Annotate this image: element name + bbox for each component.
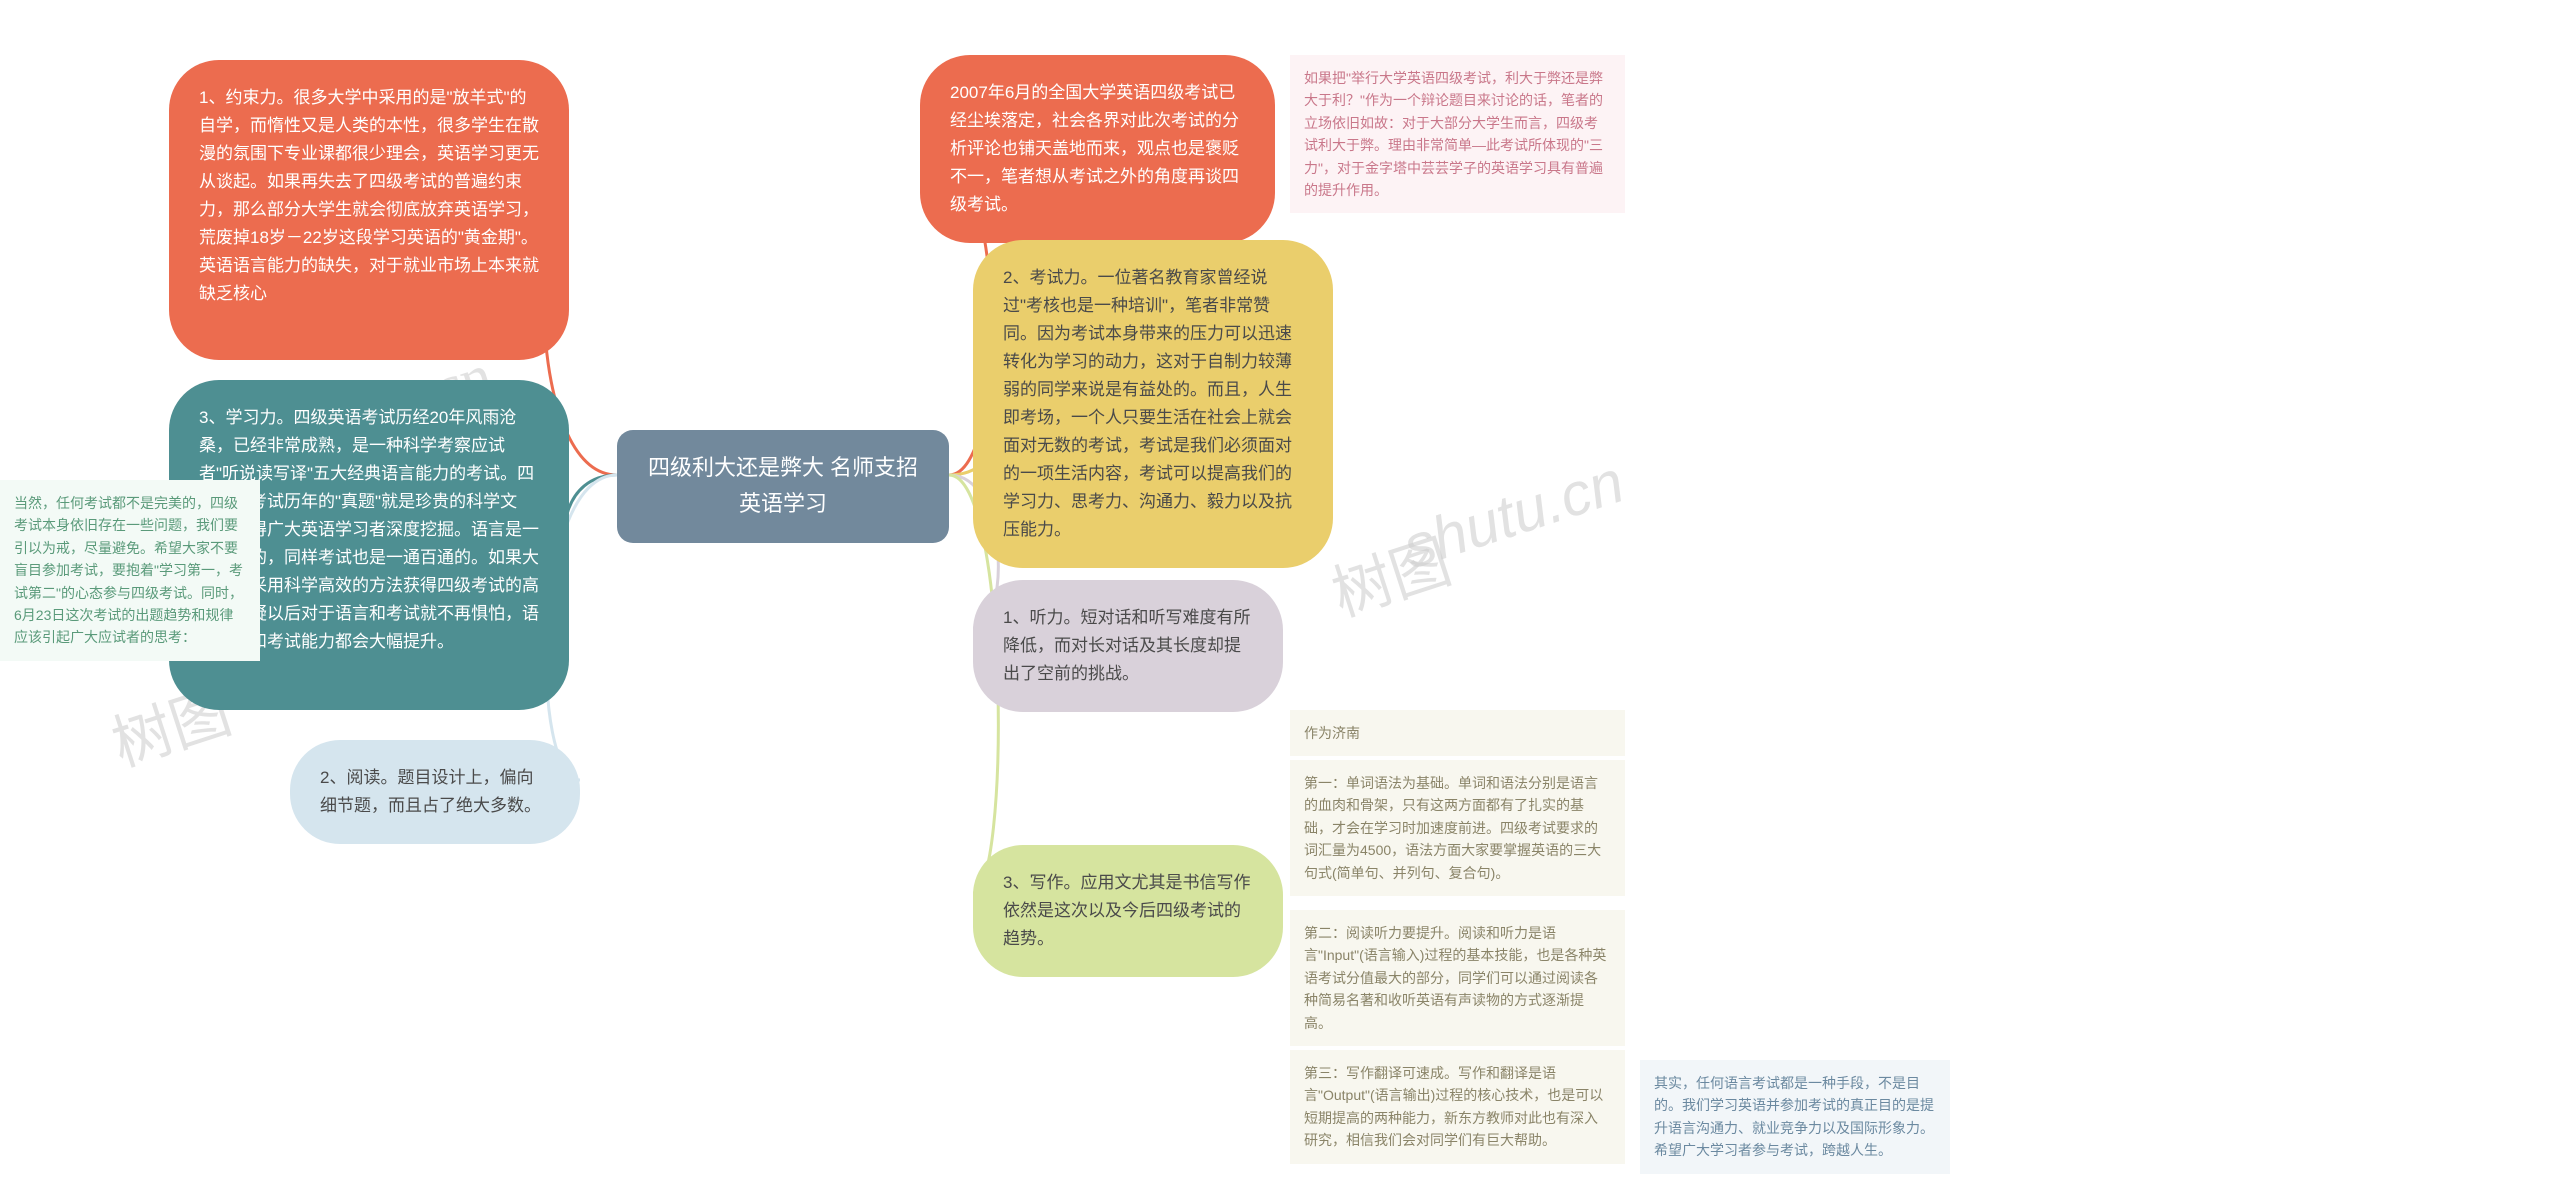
node-text: 1、听力。短对话和听写难度有所降低，而对长对话及其长度却提出了空前的挑战。 xyxy=(1003,608,1250,683)
node-text: 2007年6月的全国大学英语四级考试已经尘埃落定，社会各界对此次考试的分析评论也… xyxy=(950,83,1239,214)
mindmap-node: 2、阅读。题目设计上，偏向细节题，而且占了绝大多数。 xyxy=(290,740,580,844)
annotation: 其实，任何语言考试都是一种手段，不是目的。我们学习英语并参加考试的真正目的是提升… xyxy=(1640,1060,1950,1174)
annotation: 当然，任何考试都不是完美的，四级考试本身依旧存在一些问题，我们要引以为戒，尽量避… xyxy=(0,480,260,661)
watermark-right-en: shutu.cn xyxy=(1395,447,1632,583)
annotation: 第二：阅读听力要提升。阅读和听力是语言"Input"(语言输入)过程的基本技能，… xyxy=(1290,910,1625,1046)
mindmap-node: 2007年6月的全国大学英语四级考试已经尘埃落定，社会各界对此次考试的分析评论也… xyxy=(920,55,1275,243)
watermark-right-cn: 树图 xyxy=(1319,514,1460,634)
annotation: 第三：写作翻译可速成。写作和翻译是语言"Output"(语言输出)过程的核心技术… xyxy=(1290,1050,1625,1164)
node-text: 2、考试力。一位著名教育家曾经说过"考核也是一种培训"，笔者非常赞同。因为考试本… xyxy=(1003,268,1292,539)
annotation: 如果把"举行大学英语四级考试，利大于弊还是弊大于利？"作为一个辩论题目来讨论的话… xyxy=(1290,55,1625,213)
annotation: 第一：单词语法为基础。单词和语法分别是语言的血肉和骨架，只有这两方面都有了扎实的… xyxy=(1290,760,1625,896)
mindmap-node: 1、约束力。很多大学中采用的是"放羊式"的自学，而惰性又是人类的本性，很多学生在… xyxy=(169,60,569,360)
center-text: 四级利大还是弊大 名师支招英语学习 xyxy=(643,450,923,523)
node-text: 2、阅读。题目设计上，偏向细节题，而且占了绝大多数。 xyxy=(320,768,541,815)
center-node: 四级利大还是弊大 名师支招英语学习 xyxy=(617,430,949,543)
annotation: 作为济南 xyxy=(1290,710,1625,756)
mindmap-node: 2、考试力。一位著名教育家曾经说过"考核也是一种培训"，笔者非常赞同。因为考试本… xyxy=(973,240,1333,568)
node-text: 3、写作。应用文尤其是书信写作依然是这次以及今后四级考试的趋势。 xyxy=(1003,873,1250,948)
mindmap-node: 1、听力。短对话和听写难度有所降低，而对长对话及其长度却提出了空前的挑战。 xyxy=(973,580,1283,712)
mindmap-node: 3、写作。应用文尤其是书信写作依然是这次以及今后四级考试的趋势。 xyxy=(973,845,1283,977)
node-text: 1、约束力。很多大学中采用的是"放羊式"的自学，而惰性又是人类的本性，很多学生在… xyxy=(199,88,539,303)
